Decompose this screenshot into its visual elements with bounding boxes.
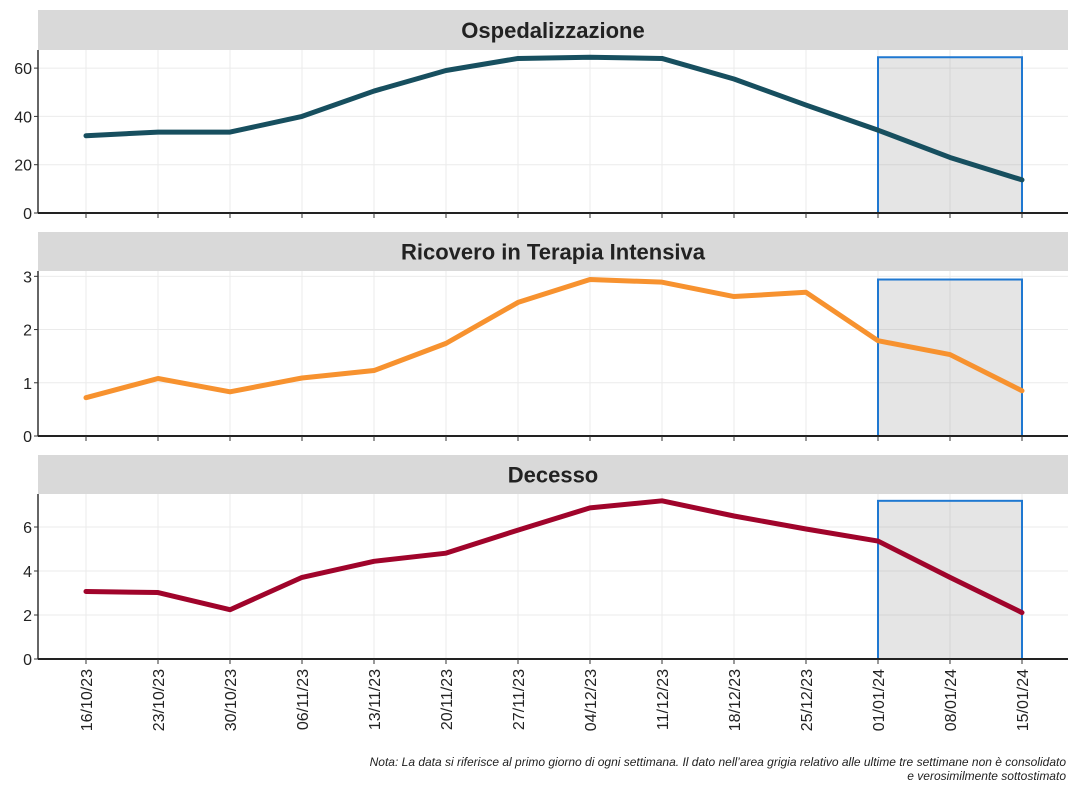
shaded-area <box>877 56 1023 214</box>
data-line <box>83 277 1025 401</box>
y-tick-label: 0 <box>23 206 32 223</box>
panel-title: Ospedalizzazione <box>461 18 644 43</box>
y-tick-label: 3 <box>23 269 32 286</box>
note: Nota: La data si riferisce al primo gior… <box>370 755 1067 769</box>
x-tick-label: 06/11/23 <box>295 669 312 730</box>
shaded-area <box>877 278 1023 438</box>
x-tick-label: 25/12/23 <box>799 669 816 731</box>
x-tick-label: 23/10/23 <box>151 669 168 731</box>
x-tick-label: 15/01/24 <box>1015 669 1032 731</box>
x-tick-label: 20/11/23 <box>439 669 456 730</box>
y-tick-label: 40 <box>14 109 32 126</box>
data-line <box>83 54 1025 183</box>
y-tick-label: 0 <box>23 652 32 669</box>
y-tick-label: 6 <box>23 520 32 537</box>
x-tick-label: 30/10/23 <box>223 669 240 731</box>
strip <box>38 10 1068 50</box>
data-line <box>83 498 1025 616</box>
panel-title: Decesso <box>508 463 599 488</box>
x-tick-label: 04/12/23 <box>583 669 600 731</box>
y-tick-label: 2 <box>23 608 32 625</box>
strip <box>38 232 1068 271</box>
panel-title: Ricovero in Terapia Intensiva <box>401 240 706 265</box>
y-tick-label: 4 <box>23 564 32 581</box>
x-tick-label: 16/10/23 <box>79 669 96 731</box>
strip <box>38 455 1068 494</box>
x-tick-label: 18/12/23 <box>727 669 744 731</box>
x-tick-label: 08/01/24 <box>943 669 960 731</box>
x-tick-label: 27/11/23 <box>511 669 528 730</box>
x-tick-label: 11/12/23 <box>655 669 672 730</box>
y-tick-label: 1 <box>23 376 32 393</box>
x-tick-label: 01/01/24 <box>871 669 888 731</box>
y-tick-label: 0 <box>23 429 32 446</box>
y-tick-label: 60 <box>14 61 32 78</box>
y-tick-label: 2 <box>23 323 32 340</box>
note: e verosimilmente sottostimato <box>907 769 1066 783</box>
y-tick-label: 20 <box>14 158 32 175</box>
x-tick-label: 13/11/23 <box>367 669 384 730</box>
